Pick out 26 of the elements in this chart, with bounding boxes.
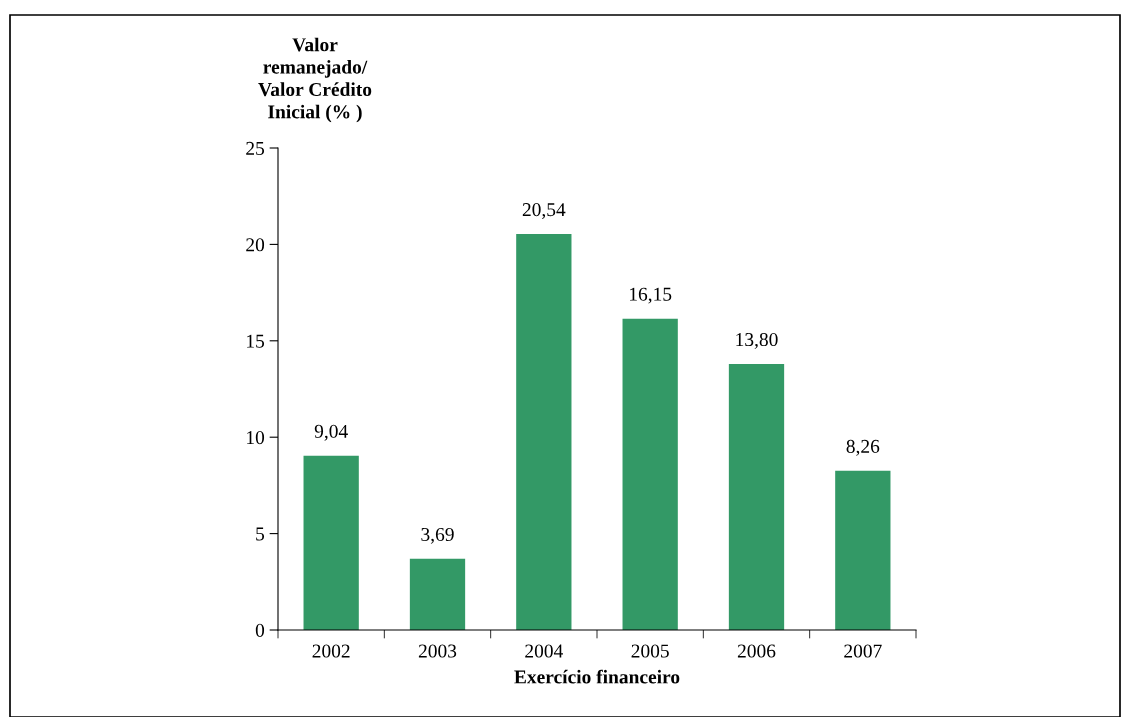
bar bbox=[622, 318, 678, 630]
y-axis-title: Valor remanejado/ Valor Crédito Inicial (% ) bbox=[258, 37, 372, 123]
y-tick-label: 25 bbox=[246, 141, 265, 155]
x-axis-title: Exercício financeiro bbox=[514, 669, 680, 684]
bar bbox=[409, 558, 466, 630]
bar bbox=[303, 455, 359, 630]
x-tick-label: 2004 bbox=[525, 644, 563, 658]
bar bbox=[516, 233, 572, 630]
data-label: 9,04 bbox=[314, 424, 348, 441]
data-label: 8,26 bbox=[846, 439, 880, 456]
y-tick-label: 5 bbox=[256, 527, 265, 541]
bar bbox=[835, 470, 891, 630]
y-tick-label: 10 bbox=[247, 431, 265, 445]
x-tick-label: 2002 bbox=[312, 644, 350, 658]
y-tick-label: 0 bbox=[255, 623, 265, 637]
y-tick-label: 20 bbox=[246, 238, 265, 252]
y-tick-label: 15 bbox=[247, 334, 265, 348]
bar bbox=[728, 363, 785, 630]
data-label: 3,69 bbox=[421, 527, 454, 544]
data-label: 13,80 bbox=[736, 332, 778, 349]
x-tick-label: 2007 bbox=[844, 644, 882, 658]
x-tick-label: 2006 bbox=[737, 644, 776, 658]
x-tick-label: 2003 bbox=[418, 644, 457, 658]
data-label: 20,54 bbox=[522, 203, 566, 219]
x-tick-label: 2005 bbox=[631, 644, 669, 658]
data-label: 16,15 bbox=[630, 287, 672, 304]
